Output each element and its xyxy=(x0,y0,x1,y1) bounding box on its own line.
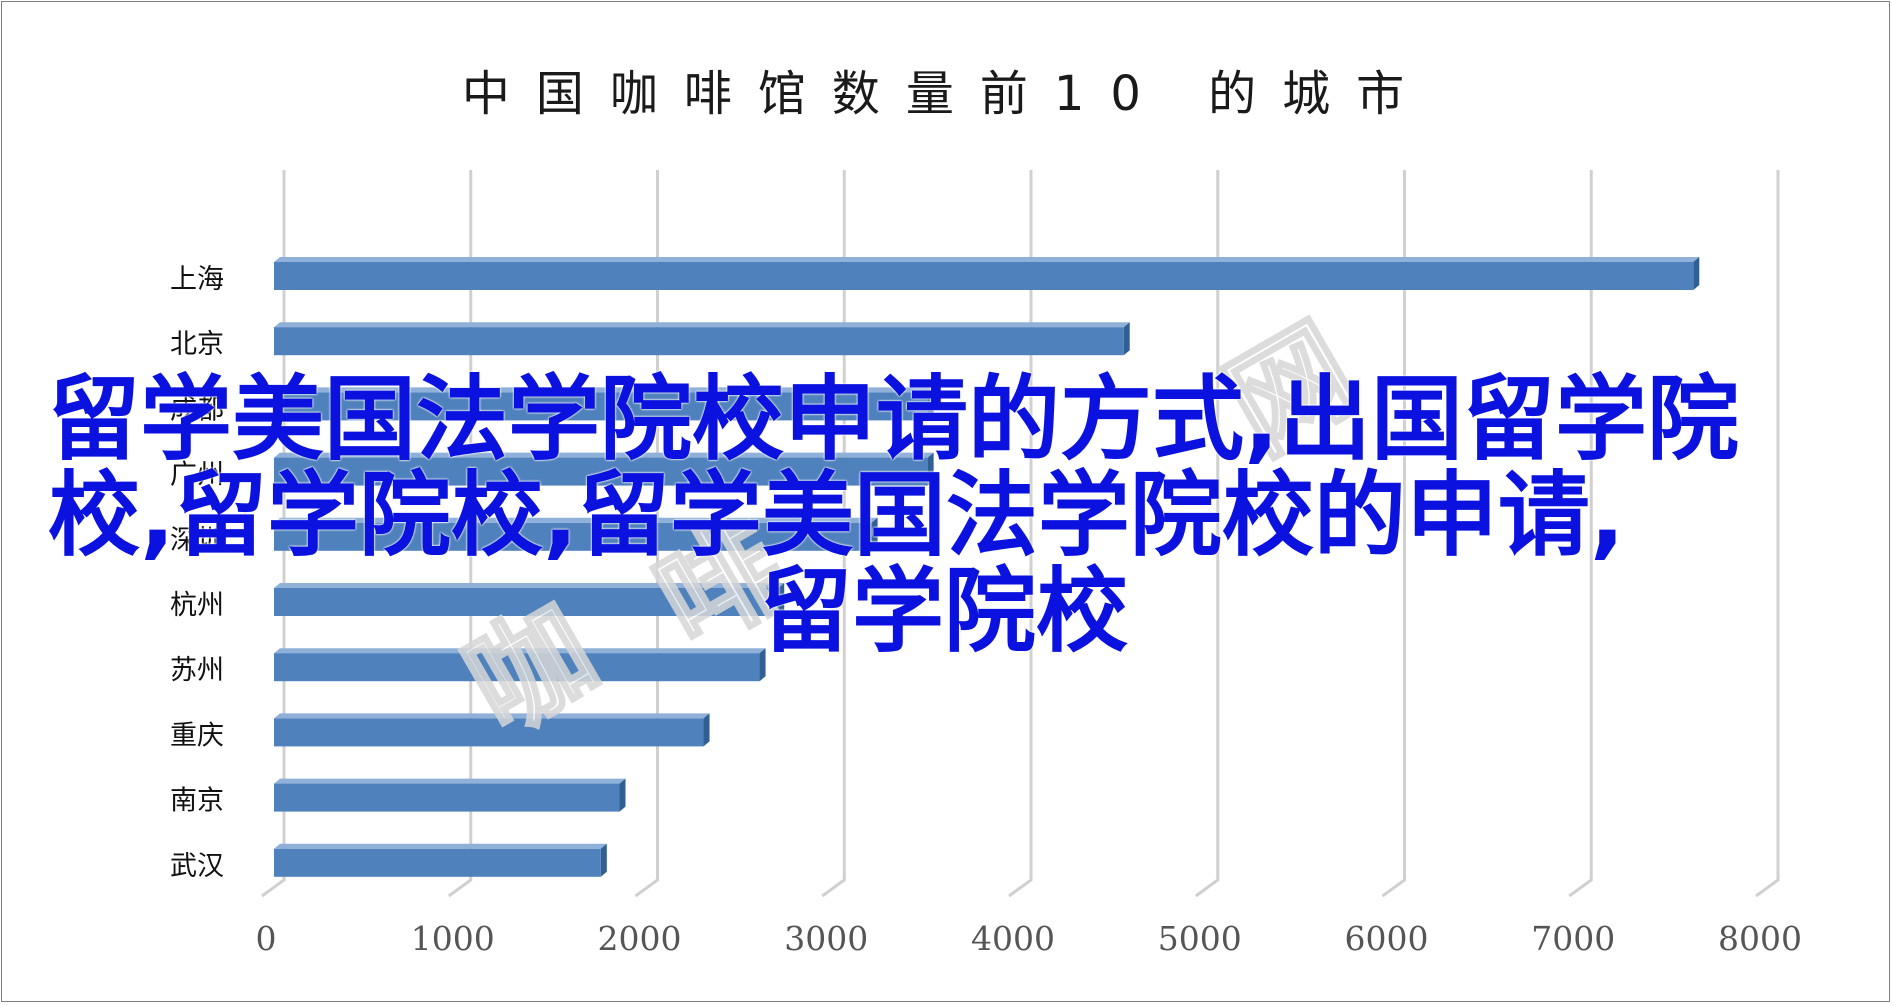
overlay-text-line-2: 校,留学院校,留学美国法学院校的申请, xyxy=(48,462,1625,569)
x-tick-2000: 2000 xyxy=(598,919,682,958)
category-label-杭州: 杭州 xyxy=(170,590,224,621)
bar-杭州 xyxy=(274,583,785,616)
gridline-8000 xyxy=(1755,170,1780,898)
x-tick-labels: 0 1000 2000 3000 4000 5000 6000 7000 8000 xyxy=(256,919,1802,958)
x-tick-3000: 3000 xyxy=(784,919,868,958)
bars xyxy=(274,257,1700,877)
overlay-text-line-3: 留学院校 xyxy=(760,558,1129,665)
bar-苏州 xyxy=(274,648,766,682)
overlay-text-line-1: 留学美国法学院校申请的方式,出国留学院 xyxy=(48,366,1739,473)
x-tick-1000: 1000 xyxy=(411,919,495,958)
bar-广州 xyxy=(274,452,934,486)
bar-深圳 xyxy=(274,517,878,551)
category-label-苏州: 苏州 xyxy=(170,655,224,686)
x-tick-5000: 5000 xyxy=(1158,919,1242,958)
x-tick-4000: 4000 xyxy=(971,919,1055,958)
category-label-成都: 成都 xyxy=(170,394,224,425)
bar-上海 xyxy=(274,257,1700,290)
category-label-南京: 南京 xyxy=(170,786,224,817)
bar-重庆 xyxy=(274,713,710,747)
bar-南京 xyxy=(274,778,626,812)
category-label-广州: 广州 xyxy=(170,460,224,491)
category-label-重庆: 重庆 xyxy=(170,720,224,751)
gridline-6000 xyxy=(1381,170,1406,898)
category-label-北京: 北京 xyxy=(170,329,224,360)
gridline-5000 xyxy=(1194,170,1220,898)
category-label-上海: 上海 xyxy=(170,264,224,295)
x-tick-8000: 8000 xyxy=(1718,919,1802,958)
bar-北京 xyxy=(274,322,1130,356)
bar-武汉 xyxy=(274,843,607,877)
chart-title: 中国咖啡馆数量前10 的城市 xyxy=(462,66,1430,122)
category-label-深圳: 深圳 xyxy=(170,525,224,556)
gridline-4000 xyxy=(1008,170,1033,898)
bar-成都 xyxy=(274,387,934,421)
category-label-武汉: 武汉 xyxy=(170,851,224,882)
x-tick-6000: 6000 xyxy=(1345,919,1429,958)
gridline-7000 xyxy=(1568,170,1593,898)
x-tick-7000: 7000 xyxy=(1531,919,1615,958)
x-tick-0: 0 xyxy=(256,919,277,958)
